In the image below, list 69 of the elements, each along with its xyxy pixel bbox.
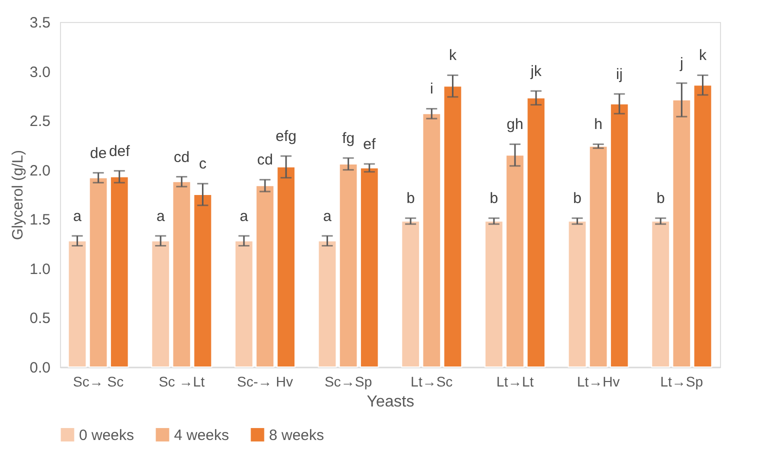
- x-tick-label: Lt→Sp: [660, 374, 704, 390]
- bar: [256, 185, 274, 368]
- data-label: cd: [257, 152, 273, 169]
- bar: [193, 194, 212, 368]
- x-tick-label: Lt→Lt: [496, 374, 534, 390]
- y-axis-title: Glycerol (g/L): [10, 150, 27, 240]
- legend-label: 0 weeks: [79, 426, 134, 444]
- y-tick-label: 3.5: [30, 14, 50, 32]
- data-label: ef: [363, 136, 376, 153]
- data-label: i: [430, 80, 434, 98]
- y-tick-label: 3.0: [30, 64, 50, 81]
- bar: [88, 177, 108, 368]
- data-label: a: [323, 208, 332, 225]
- y-tick-label: 0.0: [30, 360, 50, 376]
- bar: [693, 84, 712, 368]
- data-label: b: [490, 190, 498, 208]
- data-label: b: [573, 190, 582, 208]
- data-label: fg: [342, 130, 355, 148]
- legend-label: 4 weeks: [174, 426, 230, 444]
- x-tick-label: Lt→Sc: [410, 374, 453, 390]
- y-tick-label: 2.5: [30, 113, 50, 130]
- bar: [360, 167, 379, 368]
- data-label: a: [240, 208, 249, 225]
- bar: [588, 146, 608, 368]
- data-label: k: [448, 47, 457, 64]
- data-label: gh: [506, 116, 524, 134]
- y-tick-label: 2.0: [30, 162, 50, 180]
- bar: [506, 154, 524, 368]
- bar: [68, 240, 87, 368]
- data-label: h: [594, 116, 603, 134]
- bar: [484, 220, 504, 368]
- x-tick-label: Sc-→ Hv: [237, 374, 293, 390]
- data-label: a: [73, 208, 82, 225]
- data-label: a: [156, 208, 166, 225]
- bar: [526, 97, 546, 368]
- bar: [110, 176, 129, 368]
- data-label: efg: [276, 128, 296, 146]
- data-label: cd: [174, 148, 190, 166]
- data-label: de: [90, 144, 107, 162]
- legend-label: 8 weeks: [269, 426, 324, 444]
- bar: [234, 240, 254, 368]
- data-label: c: [198, 156, 207, 173]
- bar: [276, 166, 296, 368]
- x-tick-label: Sc→Sp: [324, 374, 372, 390]
- bar: [422, 113, 442, 368]
- bar: [318, 240, 337, 368]
- bar: [443, 86, 462, 368]
- bar: [172, 181, 192, 368]
- data-label: def: [108, 142, 131, 160]
- x-axis-title: Yeasts: [366, 394, 414, 410]
- y-tick-label: 1.0: [30, 260, 50, 278]
- data-label: j: [678, 55, 684, 72]
- x-tick-label: Lt→Hv: [576, 374, 620, 390]
- bar: [401, 220, 420, 368]
- y-tick-label: 0.5: [30, 310, 50, 328]
- data-label: jk: [530, 63, 542, 80]
- bar: [651, 220, 670, 368]
- data-label: ij: [616, 66, 623, 83]
- data-label: k: [698, 47, 707, 64]
- bar: [610, 103, 629, 368]
- bar: [151, 240, 170, 368]
- data-label: b: [406, 190, 415, 208]
- bar: [338, 163, 358, 368]
- x-tick-label: Sc →Lt: [158, 374, 205, 390]
- bar: [672, 99, 692, 368]
- data-label: b: [656, 190, 665, 208]
- bar: [568, 220, 587, 368]
- y-tick-label: 1.5: [30, 212, 50, 229]
- x-tick-label: Sc→ Sc: [73, 374, 124, 390]
